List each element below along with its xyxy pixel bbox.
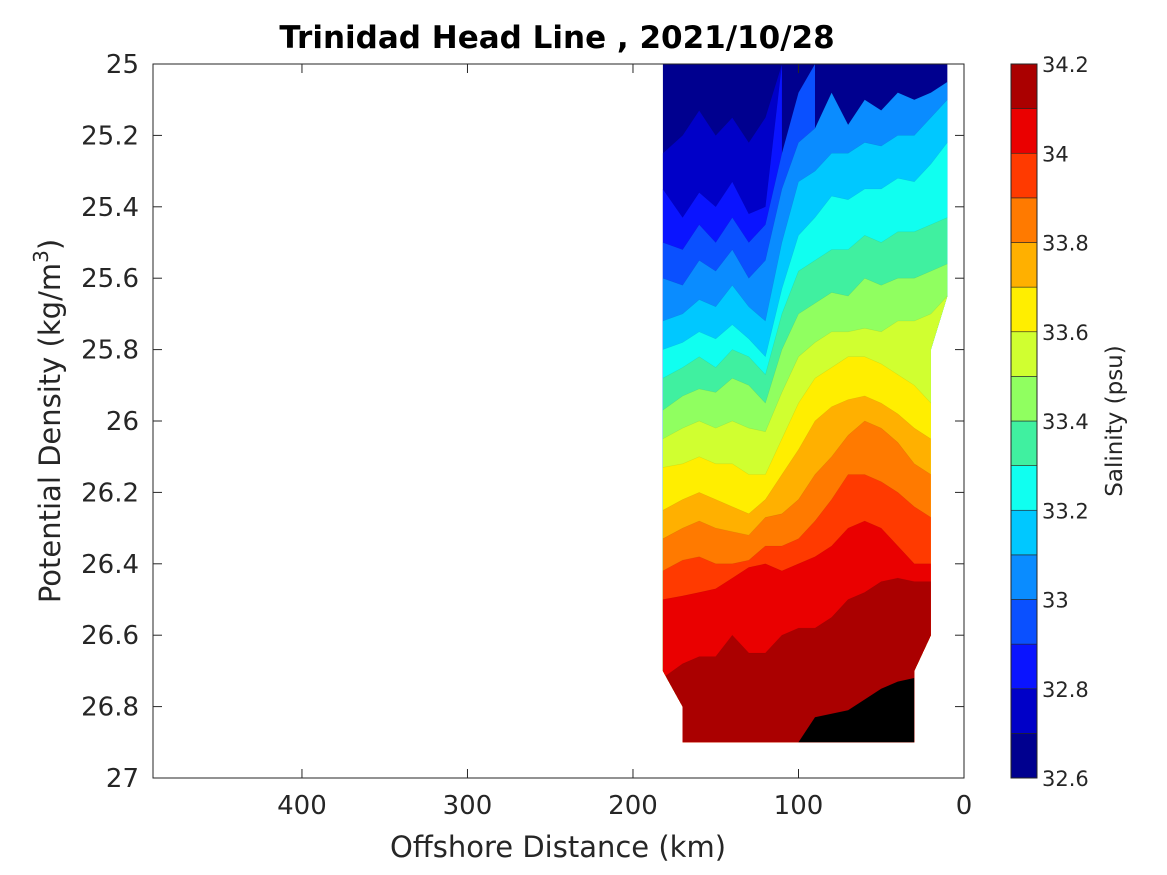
x-tick-label: 200 <box>608 791 658 821</box>
colorbar-label: Salinity (psu) <box>1102 345 1128 497</box>
y-tick-label: 25.4 <box>81 193 139 223</box>
x-tick-label: 100 <box>774 791 824 821</box>
contour-line <box>662 420 932 540</box>
y-tick-label: 26.2 <box>81 478 139 508</box>
colorbar-segment <box>1010 688 1038 734</box>
y-tick-label: 25.8 <box>81 336 139 366</box>
contour-line <box>662 520 931 600</box>
colorbar-tick-label: 34 <box>1042 142 1069 166</box>
salinity-contour-fill <box>662 64 948 743</box>
contour-line <box>662 142 948 358</box>
x-tick-label: 400 <box>277 791 327 821</box>
colorbar-segment <box>1010 733 1038 779</box>
colorbar-segment <box>1010 197 1038 243</box>
colorbar-segment <box>1010 242 1038 288</box>
colorbar-tick-label: 32.8 <box>1042 678 1089 702</box>
contour-band <box>798 678 915 743</box>
colorbar-tick-label: 33.8 <box>1042 232 1089 256</box>
colorbar-segment <box>1010 554 1038 600</box>
colorbar-tick-label: 33 <box>1042 589 1069 613</box>
colorbar-segment <box>1010 63 1038 109</box>
contour-line <box>662 577 931 679</box>
colorbar-segment <box>1010 376 1038 422</box>
x-tick-label: 300 <box>443 791 493 821</box>
colorbar-segment <box>1010 286 1038 333</box>
colorbar-tick-label: 34.2 <box>1042 53 1089 77</box>
colorbar: 34.2 34 33.8 33.6 33.4 33.2 33 32.8 32.6 <box>1010 53 1089 791</box>
colorbar-tick-label: 33.2 <box>1042 499 1089 523</box>
contour-line <box>662 81 948 286</box>
colorbar-segment <box>1010 465 1038 511</box>
colorbar-segment <box>1010 152 1038 199</box>
colorbar-segment <box>1010 599 1038 645</box>
contour-line <box>662 356 932 475</box>
y-tick-label: 25.6 <box>81 264 139 294</box>
colorbar-frame <box>1010 63 1038 779</box>
colorbar-segment <box>1010 331 1038 377</box>
contour-line <box>662 64 816 250</box>
y-tick-label: 26.8 <box>81 693 139 723</box>
x-axis-ticks: 400 300 200 100 0 <box>277 64 972 821</box>
chart-title: Trinidad Head Line , 2021/10/28 <box>279 20 834 56</box>
y-tick-label: 26.6 <box>81 621 139 651</box>
colorbar-segment <box>1010 643 1038 690</box>
contour-line <box>662 64 783 154</box>
contour-line <box>662 474 932 572</box>
x-axis-label: Offshore Distance (km) <box>390 830 726 864</box>
y-axis-label-exponent: 3 <box>29 250 53 263</box>
y-tick-label: 26 <box>106 407 139 437</box>
contour-line <box>662 217 948 379</box>
contour-line <box>662 99 948 322</box>
contour-line <box>662 64 783 219</box>
colorbar-segment <box>1010 420 1038 466</box>
colorbar-tick-label: 32.6 <box>1042 767 1089 791</box>
y-axis-label-close: ) <box>33 239 67 250</box>
colorbar-segment <box>1010 108 1038 154</box>
contour-line <box>662 263 948 411</box>
y-tick-label: 25.2 <box>81 121 139 151</box>
y-axis-ticks: 25 25.2 25.4 25.6 25.8 26 26.2 26.4 26.6 26.8 27 <box>81 50 964 794</box>
contour-line <box>662 395 932 515</box>
contour-line <box>662 295 948 440</box>
y-tick-label: 26.4 <box>81 550 139 580</box>
y-tick-label: 27 <box>106 764 139 794</box>
y-axis-label-main: Potential Density (kg/m <box>33 263 67 603</box>
y-tick-label: 25 <box>106 50 139 80</box>
colorbar-tick-label: 33.4 <box>1042 410 1089 434</box>
contour-line <box>798 677 915 743</box>
colorbar-tick-label: 33.6 <box>1042 321 1089 345</box>
x-tick-label: 0 <box>956 791 973 821</box>
y-axis-label: Potential Density (kg/m3) <box>29 239 67 603</box>
colorbar-segment <box>1010 509 1038 556</box>
